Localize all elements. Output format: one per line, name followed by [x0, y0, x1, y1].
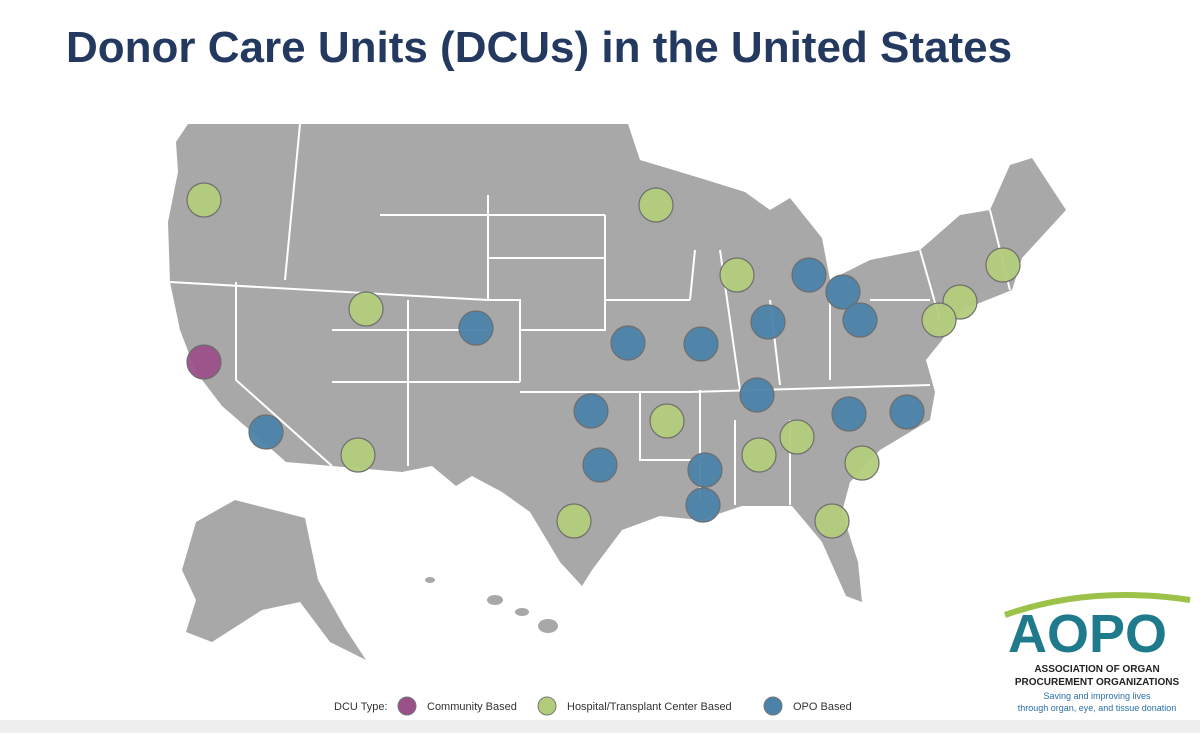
dcu-marker	[340, 437, 376, 473]
dcu-marker	[610, 325, 646, 361]
dcu-marker	[683, 326, 719, 362]
dcu-marker	[458, 310, 494, 346]
alaska	[182, 500, 366, 660]
dcu-marker	[739, 377, 775, 413]
dcu-marker	[844, 445, 880, 481]
dcu-marker	[687, 452, 723, 488]
dcu-marker	[638, 187, 674, 223]
logo-tagline: Saving and improving lives	[1043, 691, 1151, 701]
logo-tagline: through organ, eye, and tissue donation	[1018, 703, 1177, 713]
dcu-marker	[842, 302, 878, 338]
logo-name: ASSOCIATION OF ORGAN	[1034, 664, 1159, 675]
dcu-marker	[248, 414, 284, 450]
legend-entry: Community Based	[427, 701, 517, 713]
dcu-marker	[556, 503, 592, 539]
legend-entry: OPO Based	[793, 701, 852, 713]
dcu-marker	[831, 396, 867, 432]
dcu-marker	[186, 182, 222, 218]
dcu-marker	[750, 304, 786, 340]
state-borders	[169, 123, 1011, 505]
dcu-marker	[719, 257, 755, 293]
logo-mark: AOPO	[1008, 604, 1167, 664]
hawaii	[425, 577, 558, 633]
dcu-marker	[685, 487, 721, 523]
dcu-marker	[649, 403, 685, 439]
dcu-marker	[779, 419, 815, 455]
aopo-logo: AOPO ASSOCIATION OF ORGAN PROCUREMENT OR…	[1004, 592, 1191, 713]
legend: DCU Type: Community Based Hospital/Transp…	[334, 696, 852, 716]
dcu-markers	[186, 182, 1021, 539]
dcu-marker	[825, 274, 861, 310]
dcu-marker	[889, 394, 925, 430]
legend-swatch	[397, 696, 417, 716]
dcu-marker	[741, 437, 777, 473]
dcu-marker	[985, 247, 1021, 283]
dcu-marker	[814, 503, 850, 539]
dcu-marker	[791, 257, 827, 293]
lower-48	[168, 124, 1066, 602]
dcu-marker	[582, 447, 618, 483]
dcu-marker	[186, 344, 222, 380]
legend-entry: Hospital/Transplant Center Based	[567, 701, 732, 713]
us-map	[168, 123, 1066, 660]
legend-swatch	[537, 696, 557, 716]
bottom-bar	[0, 720, 1200, 733]
legend-swatch	[763, 696, 783, 716]
legend-label: DCU Type:	[334, 701, 388, 713]
logo-name: PROCUREMENT ORGANIZATIONS	[1015, 677, 1180, 688]
dcu-marker	[348, 291, 384, 327]
logo-swoosh	[1004, 592, 1191, 618]
dcu-marker	[921, 302, 957, 338]
dcu-marker	[573, 393, 609, 429]
page-title: Donor Care Units (DCUs) in the United St…	[66, 23, 1012, 72]
